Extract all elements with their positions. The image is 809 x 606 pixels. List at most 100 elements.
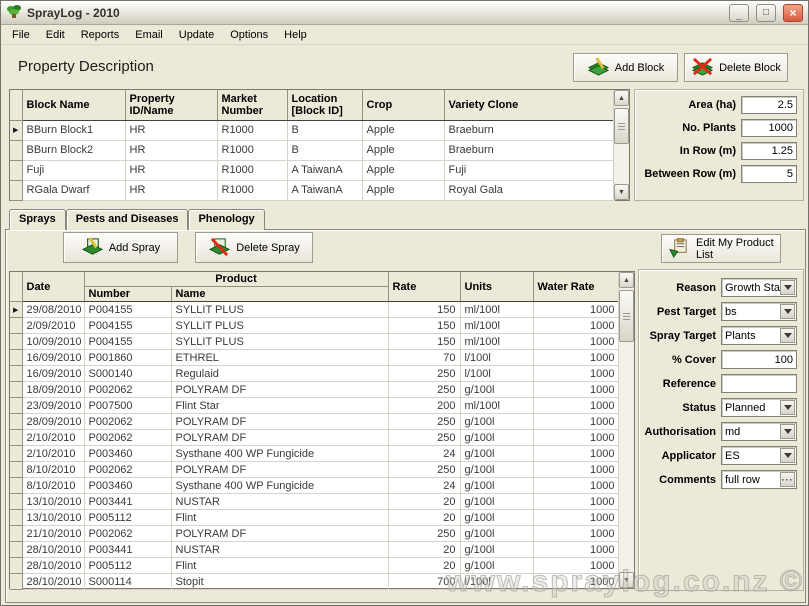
scroll-down-icon[interactable]: ▼ xyxy=(614,184,629,200)
spray-table-scrollbar[interactable]: ▲ ▼ xyxy=(618,272,634,588)
field-control[interactable]: ES xyxy=(721,446,797,465)
cell-product-name[interactable]: Regulaid xyxy=(171,365,389,382)
cell-water-rate[interactable]: 1000 xyxy=(533,461,620,478)
cell-units[interactable]: ml/100l xyxy=(460,397,534,414)
cell-date[interactable]: 2/10/2010 xyxy=(22,429,85,446)
spray-table-row[interactable]: 16/09/2010 S000140 Regulaid 250 l/100l 1… xyxy=(10,365,620,382)
cell-market-number[interactable]: R1000 xyxy=(217,140,288,161)
cell-date[interactable]: 2/09/2010 xyxy=(22,317,85,334)
cell-date[interactable]: 23/09/2010 xyxy=(22,397,85,414)
cell-rate[interactable]: 250 xyxy=(388,429,461,446)
cell-water-rate[interactable]: 1000 xyxy=(533,413,620,430)
cell-product-name[interactable]: Stopit xyxy=(171,573,389,590)
cell-product-number[interactable]: P003441 xyxy=(84,541,172,558)
cell-units[interactable]: g/100l xyxy=(460,461,534,478)
cell-product-number[interactable]: P002062 xyxy=(84,429,172,446)
field-input[interactable]: 1.25 xyxy=(741,141,797,160)
cell-rate[interactable]: 70 xyxy=(388,349,461,366)
field-control[interactable]: Plants xyxy=(721,326,797,345)
menu-item[interactable]: Edit xyxy=(45,29,65,41)
cell-units[interactable]: g/100l xyxy=(460,445,534,462)
cell-rate[interactable]: 250 xyxy=(388,365,461,382)
cell-crop[interactable]: Apple xyxy=(362,120,445,141)
cell-product-number[interactable]: P001860 xyxy=(84,349,172,366)
scrollbar-thumb[interactable] xyxy=(614,108,629,144)
cell-units[interactable]: g/100l xyxy=(460,477,534,494)
cell-rate[interactable]: 200 xyxy=(388,397,461,414)
cell-date[interactable]: 10/09/2010 xyxy=(22,333,85,350)
cell-water-rate[interactable]: 1000 xyxy=(533,573,620,590)
cell-date[interactable]: 16/09/2010 xyxy=(22,365,85,382)
cell-water-rate[interactable]: 1000 xyxy=(533,349,620,366)
cell-rate[interactable]: 20 xyxy=(388,541,461,558)
cell-product-name[interactable]: Systhane 400 WP Fungicide xyxy=(171,445,389,462)
spray-table-row[interactable]: 28/10/2010 S000114 Stopit 700 l/100l 100… xyxy=(10,573,620,590)
cell-water-rate[interactable]: 1000 xyxy=(533,541,620,558)
cell-product-name[interactable]: SYLLIT PLUS xyxy=(171,301,389,318)
spray-table-row[interactable]: 2/09/2010 P004155 SYLLIT PLUS 150 ml/100… xyxy=(10,317,620,334)
cell-water-rate[interactable]: 1000 xyxy=(533,397,620,414)
cell-product-number[interactable]: P005112 xyxy=(84,557,172,574)
cell-product-name[interactable]: POLYRAM DF xyxy=(171,429,389,446)
menu-item[interactable]: Options xyxy=(230,29,269,41)
cell-date[interactable]: 28/10/2010 xyxy=(22,573,85,590)
cell-water-rate[interactable]: 1000 xyxy=(533,509,620,526)
cell-rate[interactable]: 20 xyxy=(388,509,461,526)
cell-product-name[interactable]: POLYRAM DF xyxy=(171,461,389,478)
dropdown-button[interactable] xyxy=(780,424,795,439)
spray-table-row[interactable]: 23/09/2010 P007500 Flint Star 200 ml/100… xyxy=(10,397,620,414)
cell-block-name[interactable]: RGala Dwarf xyxy=(22,180,126,201)
cell-location[interactable]: A TaiwanA xyxy=(287,180,363,201)
cell-property-id[interactable]: HR xyxy=(125,120,218,141)
delete-block-button[interactable]: Delete Block xyxy=(684,53,788,82)
field-control[interactable]: full row xyxy=(721,470,797,489)
minimize-button[interactable]: _ xyxy=(729,3,749,22)
menu-item[interactable]: File xyxy=(12,29,30,41)
cell-water-rate[interactable]: 1000 xyxy=(533,429,620,446)
cell-rate[interactable]: 24 xyxy=(388,477,461,494)
cell-property-id[interactable]: HR xyxy=(125,160,218,181)
cell-product-name[interactable]: NUSTAR xyxy=(171,541,389,558)
cell-product-number[interactable]: P004155 xyxy=(84,301,172,318)
cell-units[interactable]: ml/100l xyxy=(460,317,534,334)
cell-product-name[interactable]: POLYRAM DF xyxy=(171,525,389,542)
dropdown-button[interactable] xyxy=(780,448,795,463)
cell-date[interactable]: 2/10/2010 xyxy=(22,445,85,462)
cell-product-name[interactable]: ETHREL xyxy=(171,349,389,366)
field-control[interactable]: Planned xyxy=(721,398,797,417)
cell-rate[interactable]: 250 xyxy=(388,381,461,398)
spray-table-row[interactable]: 2/10/2010 P002062 POLYRAM DF 250 g/100l … xyxy=(10,429,620,446)
cell-date[interactable]: 28/10/2010 xyxy=(22,541,85,558)
cell-date[interactable]: 13/10/2010 xyxy=(22,493,85,510)
cell-location[interactable]: B xyxy=(287,120,363,141)
cell-date[interactable]: 8/10/2010 xyxy=(22,477,85,494)
cell-property-id[interactable]: HR xyxy=(125,140,218,161)
maximize-button[interactable]: □ xyxy=(756,3,776,22)
scroll-up-icon[interactable]: ▲ xyxy=(619,272,634,288)
dropdown-button[interactable] xyxy=(780,280,795,295)
cell-date[interactable]: 16/09/2010 xyxy=(22,349,85,366)
cell-crop[interactable]: Apple xyxy=(362,160,445,181)
spray-table-row[interactable]: 28/09/2010 P002062 POLYRAM DF 250 g/100l… xyxy=(10,413,620,430)
cell-units[interactable]: g/100l xyxy=(460,509,534,526)
cell-water-rate[interactable]: 1000 xyxy=(533,445,620,462)
dropdown-button[interactable] xyxy=(780,400,795,415)
scroll-up-icon[interactable]: ▲ xyxy=(614,90,629,106)
spray-table-row[interactable]: 2/10/2010 P003460 Systhane 400 WP Fungic… xyxy=(10,445,620,462)
spray-table-row[interactable]: 28/10/2010 P003441 NUSTAR 20 g/100l 1000 xyxy=(10,541,620,558)
field-control[interactable] xyxy=(721,374,797,393)
cell-units[interactable]: l/100l xyxy=(460,573,534,590)
cell-water-rate[interactable]: 1000 xyxy=(533,301,620,318)
cell-market-number[interactable]: R1000 xyxy=(217,180,288,201)
cell-rate[interactable]: 250 xyxy=(388,525,461,542)
cell-rate[interactable]: 700 xyxy=(388,573,461,590)
cell-crop[interactable]: Apple xyxy=(362,180,445,201)
cell-rate[interactable]: 24 xyxy=(388,445,461,462)
cell-units[interactable]: g/100l xyxy=(460,381,534,398)
cell-water-rate[interactable]: 1000 xyxy=(533,381,620,398)
dropdown-button[interactable] xyxy=(780,304,795,319)
cell-units[interactable]: l/100l xyxy=(460,365,534,382)
cell-product-number[interactable]: P002062 xyxy=(84,525,172,542)
cell-product-name[interactable]: SYLLIT PLUS xyxy=(171,333,389,350)
cell-product-number[interactable]: S000140 xyxy=(84,365,172,382)
